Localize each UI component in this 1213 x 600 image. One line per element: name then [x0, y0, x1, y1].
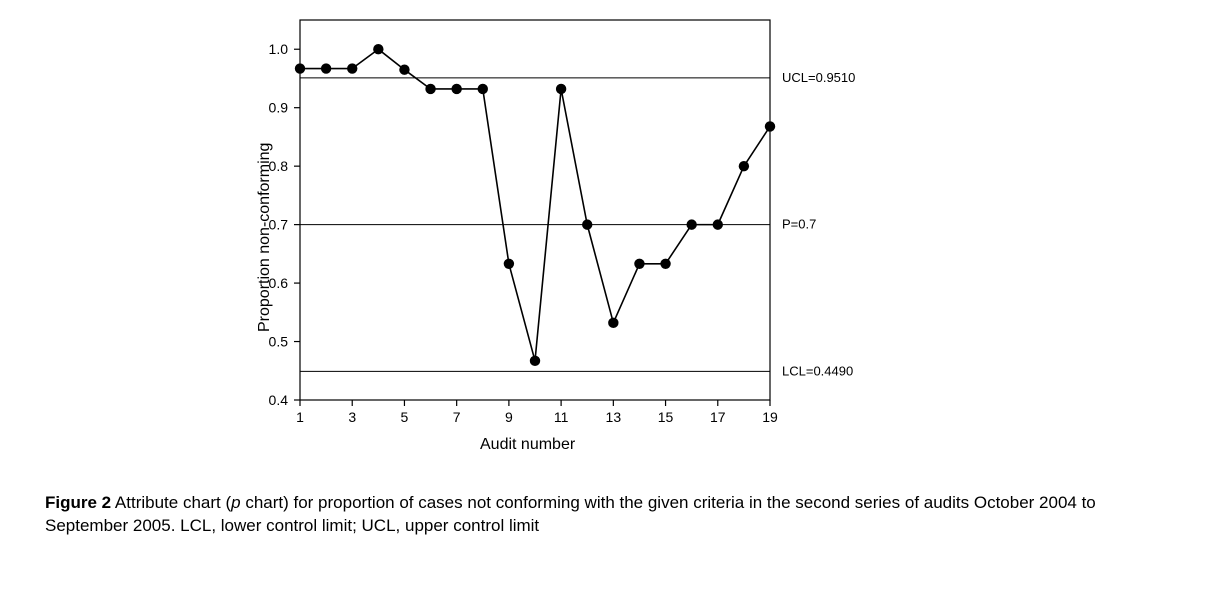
data-marker — [713, 219, 723, 229]
plot-border — [300, 20, 770, 400]
figure-caption-lead: Figure 2 — [45, 493, 111, 512]
data-marker — [399, 64, 409, 74]
data-marker — [530, 356, 540, 366]
data-marker — [373, 44, 383, 54]
data-marker — [425, 84, 435, 94]
data-marker — [321, 63, 331, 73]
x-tick-label: 1 — [296, 409, 304, 425]
figure-caption: Figure 2 Attribute chart (p chart) for p… — [45, 492, 1125, 538]
figure-caption-text-a: Attribute chart ( — [111, 493, 231, 512]
x-tick-label: 17 — [710, 409, 726, 425]
data-marker — [556, 84, 566, 94]
ref-line-label: P=0.7 — [782, 217, 816, 232]
x-tick-label: 15 — [658, 409, 674, 425]
data-marker — [660, 259, 670, 269]
page: UCL=0.9510P=0.7LCL=0.44900.40.50.60.70.8… — [0, 0, 1213, 600]
x-tick-label: 13 — [606, 409, 622, 425]
y-tick-label: 0.9 — [269, 100, 289, 116]
data-marker — [347, 63, 357, 73]
data-marker — [608, 318, 618, 328]
x-axis-label: Audit number — [480, 436, 575, 454]
data-marker — [504, 259, 514, 269]
data-marker — [686, 219, 696, 229]
data-marker — [582, 219, 592, 229]
pchart-svg: UCL=0.9510P=0.7LCL=0.44900.40.50.60.70.8… — [240, 10, 890, 460]
data-marker — [295, 63, 305, 73]
data-marker — [739, 161, 749, 171]
x-tick-label: 19 — [762, 409, 778, 425]
data-marker — [765, 121, 775, 131]
data-marker — [634, 259, 644, 269]
data-line — [300, 49, 770, 361]
pchart: UCL=0.9510P=0.7LCL=0.44900.40.50.60.70.8… — [240, 10, 890, 460]
data-marker — [451, 84, 461, 94]
x-tick-label: 3 — [348, 409, 356, 425]
y-tick-label: 0.4 — [269, 392, 289, 408]
y-tick-label: 1.0 — [269, 41, 289, 57]
x-tick-label: 11 — [554, 409, 569, 425]
data-marker — [478, 84, 488, 94]
figure-caption-italic: p — [231, 493, 240, 512]
ref-line-label: LCL=0.4490 — [782, 363, 853, 378]
x-tick-label: 7 — [453, 409, 461, 425]
x-tick-label: 9 — [505, 409, 513, 425]
y-axis-label: Proportion non-conforming — [256, 142, 274, 331]
y-tick-label: 0.5 — [269, 334, 289, 350]
x-tick-label: 5 — [401, 409, 409, 425]
ref-line-label: UCL=0.9510 — [782, 70, 855, 85]
